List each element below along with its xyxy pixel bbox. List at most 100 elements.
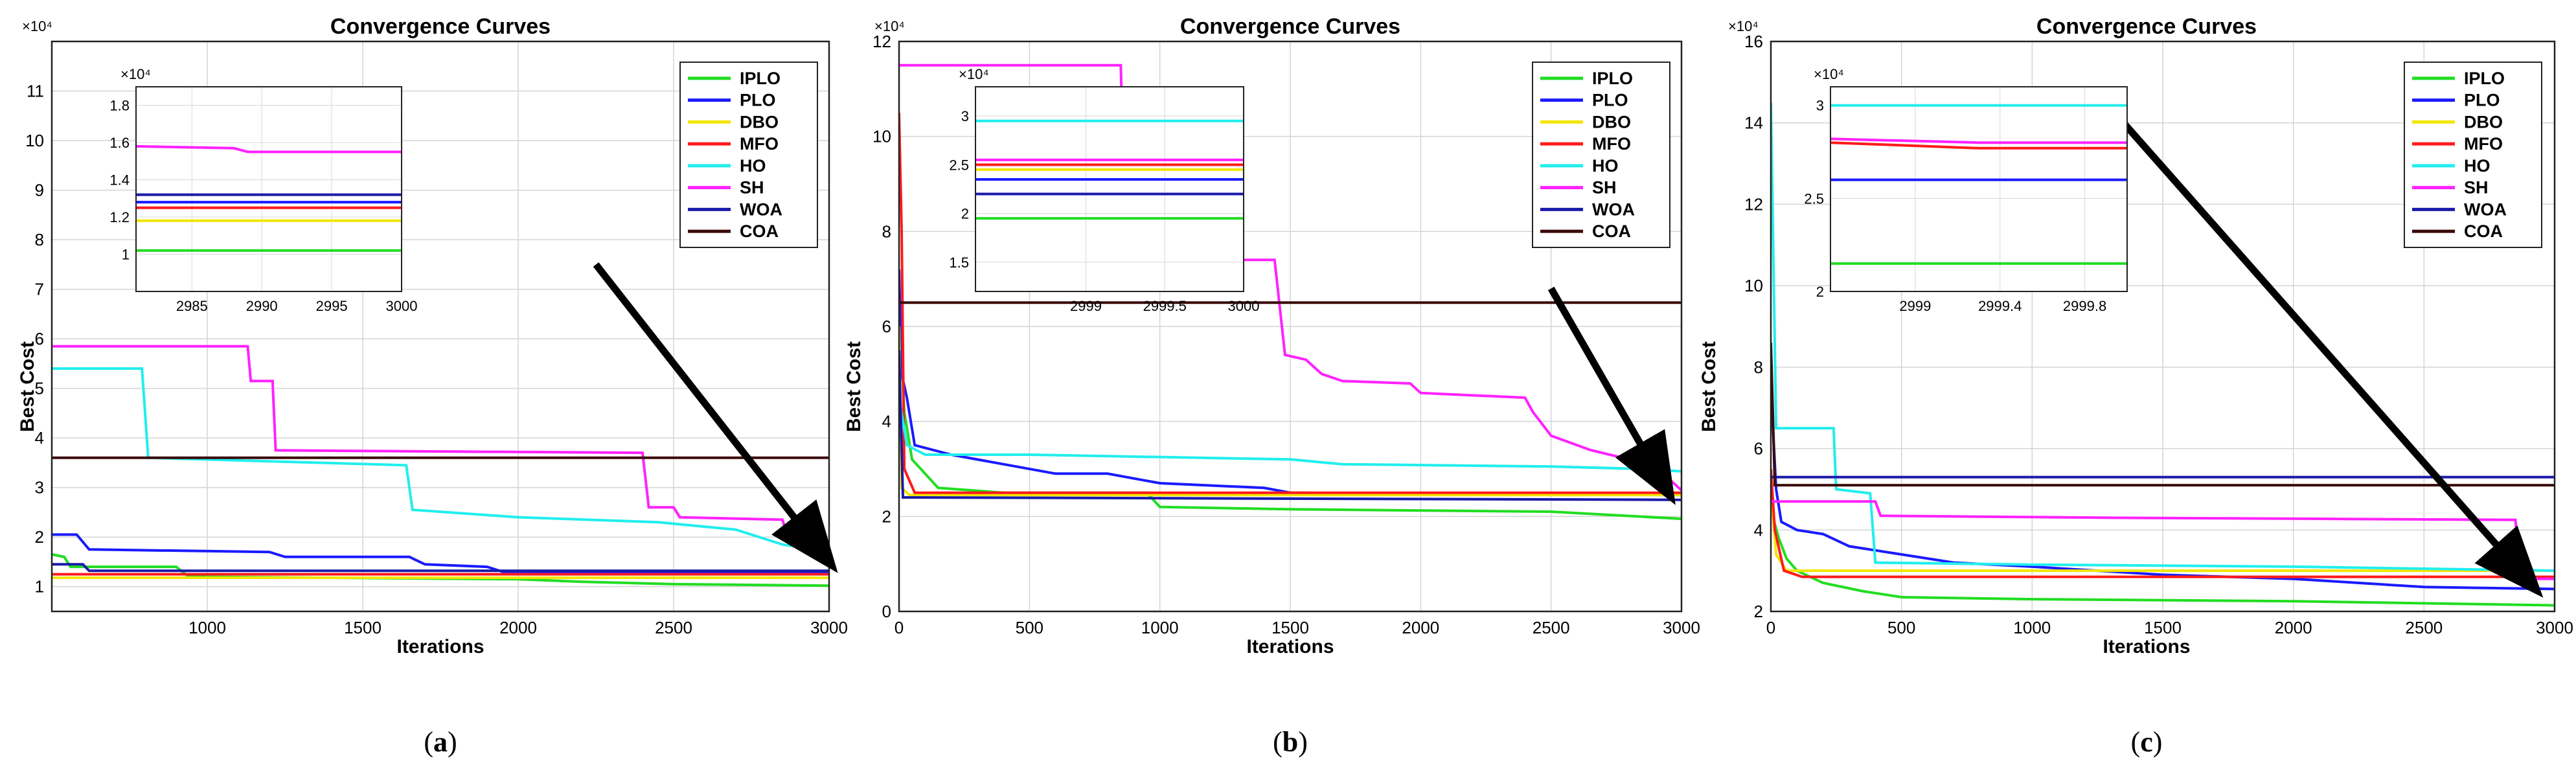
x-tick-label: 1500 [2144, 618, 2182, 637]
series-line-plo [1771, 387, 2555, 591]
inset-y-tick-label: 1 [122, 247, 130, 263]
inset-frame [135, 86, 402, 292]
x-axis-label: Iterations [396, 636, 484, 657]
chart-title: Convergence Curves [2036, 14, 2257, 39]
series-line-mfo [1771, 468, 2555, 578]
x-tick-label: 3000 [810, 618, 848, 637]
legend-box [679, 62, 818, 248]
legend-entry-dbo: DBO [2464, 112, 2503, 131]
y-tick-label: 12 [1744, 194, 1763, 214]
y-tick-label: 10 [25, 131, 44, 150]
y-tick-label: 2 [882, 507, 891, 526]
zoom-arrow [1547, 286, 1676, 505]
inset-y-tick-label: 2.5 [1804, 190, 1824, 207]
inset-x-tick-label: 2999 [1070, 298, 1102, 314]
legend-entry-mfo: MFO [740, 134, 779, 154]
zoom-arrow [593, 262, 838, 573]
legend-entry-plo: PLO [740, 91, 776, 110]
inset-background [1830, 87, 2127, 291]
chart-title: Convergence Curves [1180, 14, 1400, 39]
x-tick-label: 1500 [344, 618, 382, 637]
y-tick-label: 4 [1754, 520, 1763, 540]
legend-entry-ho: HO [2464, 156, 2491, 176]
y-tick-label: 12 [872, 32, 891, 51]
x-tick-label: 2500 [1533, 618, 1570, 637]
panel-caption: (a) [424, 726, 457, 758]
y-tick-label: 5 [35, 379, 44, 398]
y-exponent-label: ×10⁴ [874, 18, 905, 34]
y-tick-label: 11 [27, 82, 44, 101]
chart-title: Convergence Curves [330, 14, 551, 39]
legend-entry-dbo: DBO [740, 112, 779, 131]
inset-y-tick-label: 3 [1816, 98, 1824, 114]
x-tick-label: 1000 [1141, 618, 1179, 637]
legend-entry-sh: SH [2464, 178, 2489, 198]
series-line-woa [899, 350, 1681, 501]
x-tick-label: 2500 [655, 618, 692, 637]
inset-x-tick-label: 2995 [316, 298, 348, 314]
x-axis-label: Iterations [1246, 636, 1334, 657]
legend-entry-sh: SH [1592, 178, 1617, 198]
inset-y-tick-label: 2 [1816, 284, 1824, 300]
x-tick-label: 3000 [1663, 618, 1700, 637]
y-tick-label: 6 [1754, 439, 1763, 459]
legend-entry-sh: SH [740, 178, 764, 198]
inset-zoom: ×10⁴ 2985 2990 2995 3000 1 1.2 1.4 1.6 1.8 [109, 66, 417, 314]
y-axis-label: Best Cost [843, 341, 865, 432]
y-tick-label: 0 [882, 602, 891, 621]
legend-entry-iplo: IPLO [1592, 69, 1633, 88]
legend-entry-iplo: IPLO [2464, 69, 2505, 88]
series-line-iplo [1771, 509, 2555, 607]
y-exponent-label: ×10⁴ [22, 18, 52, 34]
series-line-plo [52, 533, 829, 575]
series-line-ho [899, 397, 1681, 473]
x-tick-label: 1000 [188, 618, 226, 637]
panel-caption: (b) [1273, 726, 1308, 758]
x-tick-label: 2500 [2405, 618, 2443, 637]
y-tick-label: 8 [1754, 358, 1763, 377]
y-tick-label: 2 [35, 527, 44, 547]
series-line-plo [899, 269, 1681, 497]
inset-series-line-sh [1830, 137, 2127, 144]
legend-entry-woa: WOA [740, 199, 782, 219]
inset-y-tick-label: 1.5 [949, 255, 969, 271]
inset-y-tick-label: 1.8 [109, 98, 130, 114]
panel-b: Convergence Curves ×10⁴ Best Cost Iterat… [843, 14, 1700, 758]
legend-entry-dbo: DBO [1592, 112, 1631, 131]
y-axis-label: Best Cost [17, 341, 38, 432]
legend-entry-mfo: MFO [2464, 134, 2503, 154]
legend-box [1532, 62, 1670, 248]
inset-frame [1830, 86, 2128, 292]
x-tick-label: 1500 [1271, 618, 1309, 637]
legend-entry-mfo: MFO [1592, 134, 1631, 154]
inset-y-exponent-label: ×10⁴ [959, 66, 989, 82]
inset-x-tick-label: 3000 [1228, 298, 1260, 314]
legend-entry-woa: WOA [1592, 199, 1635, 219]
y-tick-label: 10 [872, 127, 891, 146]
panel-a: Convergence Curves ×10⁴ Best Cost Iterat… [17, 14, 848, 758]
series-group [899, 63, 1681, 520]
inset-series-line-mfo [1830, 141, 2127, 150]
y-tick-label: 14 [1744, 113, 1763, 133]
plot-frame [1770, 40, 2556, 613]
x-tick-label: 2000 [1402, 618, 1439, 637]
x-tick-label: 500 [1887, 618, 1915, 637]
legend-box [2404, 62, 2542, 248]
x-tick-label: 0 [895, 618, 904, 637]
y-tick-label: 3 [35, 478, 44, 497]
y-tick-label: 10 [1744, 276, 1763, 295]
legend-entry-coa: COA [740, 222, 779, 241]
plot-frame [898, 40, 1683, 613]
x-axis-label: Iterations [2103, 636, 2190, 657]
legend-entry-iplo: IPLO [740, 69, 781, 88]
inset-series-line-sh [135, 144, 402, 154]
inset-x-tick-label: 2999.5 [1143, 298, 1187, 314]
inset-x-tick-label: 2999.8 [2063, 298, 2106, 314]
inset-y-tick-label: 2 [961, 206, 969, 222]
y-tick-label: 16 [1744, 32, 1763, 51]
y-tick-label: 6 [882, 317, 891, 336]
